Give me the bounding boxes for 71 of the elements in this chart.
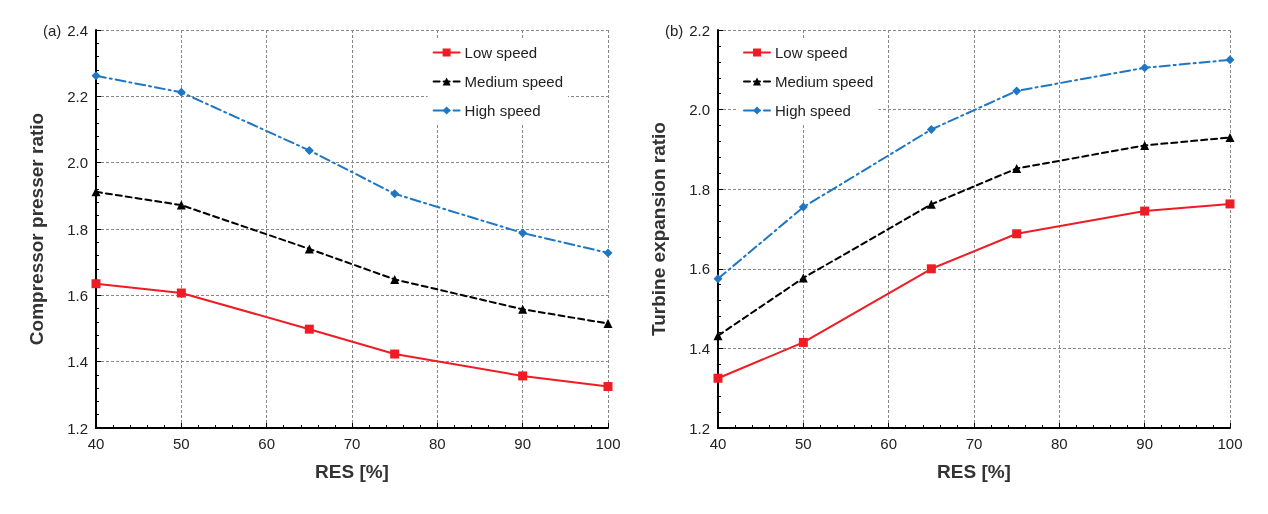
- x-tick-label: 80: [428, 435, 446, 452]
- point: [926, 125, 936, 134]
- legend-label: High speed: [775, 102, 851, 119]
- chart-title: (a): [43, 22, 62, 39]
- point: [91, 71, 101, 81]
- legend-label: High speed: [464, 102, 541, 119]
- point: [176, 200, 186, 210]
- point: [713, 373, 723, 383]
- point: [91, 279, 101, 289]
- point: [390, 274, 400, 284]
- y-tick-label: 2.2: [689, 21, 710, 39]
- x-tick-label: 80: [1050, 435, 1068, 452]
- legend-label: Low speed: [775, 44, 848, 61]
- point: [1225, 199, 1235, 209]
- point: [518, 228, 528, 238]
- point: [518, 304, 528, 314]
- x-tick-label: 90: [514, 435, 532, 452]
- point: [1140, 140, 1150, 150]
- point: [1012, 86, 1022, 96]
- y-tick-label: 1.4: [67, 353, 88, 371]
- y-tick-label: 1.2: [67, 419, 88, 437]
- point: [1140, 206, 1150, 216]
- point: [1225, 55, 1235, 65]
- x-tick-label: 70: [965, 435, 983, 452]
- x-tick-label: 90: [1136, 435, 1154, 452]
- point: [518, 371, 528, 381]
- point: [1225, 132, 1235, 142]
- x-tick-label: 40: [709, 435, 727, 452]
- y-tick-label: 1.8: [67, 220, 88, 238]
- point: [798, 337, 808, 347]
- y-axis-title: Compressor presser ratio: [26, 112, 47, 346]
- y-tick-label: 2.2: [67, 87, 88, 105]
- y-axis-title: Turbine expansion ratio: [648, 122, 669, 336]
- y-tick-label: 2.4: [67, 21, 88, 39]
- point: [304, 324, 314, 334]
- x-tick-label: 60: [258, 435, 276, 452]
- legend-label: Medium speed: [775, 73, 874, 90]
- y-tick-label: 1.2: [689, 419, 710, 437]
- point: [713, 274, 723, 284]
- chart-title: (b): [665, 22, 684, 39]
- x-tick-label: 40: [87, 435, 105, 452]
- x-axis-title: RES [%]: [315, 461, 389, 482]
- point: [603, 382, 613, 392]
- x-tick-label: 70: [343, 435, 361, 452]
- point: [304, 145, 314, 155]
- legend-label: Medium speed: [464, 73, 563, 90]
- point: [926, 264, 936, 274]
- x-tick-label: 100: [595, 435, 621, 452]
- y-tick-label: 2.0: [689, 101, 710, 119]
- point: [603, 319, 613, 329]
- point: [1012, 229, 1022, 239]
- point: [176, 288, 186, 298]
- y-tick-label: 1.8: [689, 180, 710, 198]
- x-tick-label: 50: [172, 435, 190, 452]
- y-tick-label: 2.0: [67, 154, 88, 172]
- y-tick-label: 1.6: [689, 260, 710, 278]
- point: [390, 189, 400, 199]
- y-tick-label: 1.4: [689, 339, 710, 357]
- x-tick-label: 60: [880, 435, 898, 452]
- x-tick-label: 100: [1217, 435, 1243, 452]
- point: [1012, 164, 1022, 173]
- x-tick-label: 50: [794, 435, 812, 452]
- point: [176, 87, 186, 97]
- point: [798, 202, 808, 212]
- point: [603, 248, 613, 258]
- x-axis-title: RES [%]: [937, 461, 1011, 482]
- point: [390, 349, 400, 359]
- point: [926, 199, 936, 209]
- point: [1140, 63, 1150, 73]
- legend-label: Low speed: [464, 44, 538, 61]
- y-tick-label: 1.6: [67, 286, 88, 304]
